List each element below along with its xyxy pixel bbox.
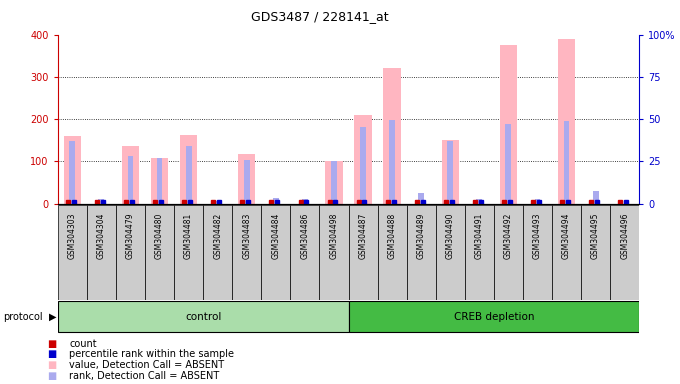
Text: GSM304487: GSM304487 — [358, 213, 367, 259]
Bar — [232, 205, 261, 300]
Bar — [320, 205, 348, 300]
Bar — [558, 39, 575, 204]
Bar — [505, 124, 511, 204]
Bar — [244, 160, 250, 204]
Bar — [384, 68, 401, 204]
Bar — [360, 127, 366, 204]
Text: control: control — [185, 312, 221, 322]
Bar — [534, 199, 541, 204]
Bar — [389, 120, 395, 204]
Text: GSM304482: GSM304482 — [214, 213, 222, 259]
Bar — [377, 205, 407, 300]
Text: ▶: ▶ — [49, 312, 56, 322]
Bar — [447, 141, 453, 204]
Bar — [477, 199, 482, 204]
Text: GDS3487 / 228141_at: GDS3487 / 228141_at — [251, 10, 388, 23]
Text: GSM304303: GSM304303 — [68, 213, 77, 260]
Bar — [465, 205, 494, 300]
Text: GSM304484: GSM304484 — [271, 213, 280, 259]
Bar — [69, 141, 75, 204]
Text: GSM304304: GSM304304 — [97, 213, 106, 260]
Text: GSM304489: GSM304489 — [417, 213, 426, 259]
Text: GSM304494: GSM304494 — [562, 213, 571, 260]
Bar — [261, 205, 290, 300]
Bar — [64, 136, 81, 204]
Text: GSM304486: GSM304486 — [301, 213, 309, 259]
Bar — [436, 205, 465, 300]
Bar — [407, 205, 436, 300]
Text: ■: ■ — [48, 349, 57, 359]
Text: ■: ■ — [48, 360, 57, 370]
Bar — [593, 191, 598, 204]
Bar — [128, 156, 133, 204]
Bar — [116, 205, 145, 300]
Bar — [441, 140, 459, 204]
Bar — [552, 205, 581, 300]
Bar — [174, 205, 203, 300]
Bar — [418, 192, 424, 204]
Bar — [325, 161, 343, 204]
Text: GSM304492: GSM304492 — [504, 213, 513, 259]
Bar — [151, 158, 168, 204]
Bar — [354, 115, 372, 204]
Bar — [348, 301, 639, 332]
Bar — [581, 205, 610, 300]
Bar — [523, 205, 552, 300]
Bar — [494, 205, 523, 300]
Bar — [273, 199, 279, 204]
Bar — [348, 205, 377, 300]
Bar — [500, 45, 517, 204]
Text: GSM304491: GSM304491 — [475, 213, 483, 259]
Text: GSM304498: GSM304498 — [330, 213, 339, 259]
Bar — [238, 154, 256, 204]
Text: value, Detection Call = ABSENT: value, Detection Call = ABSENT — [69, 360, 224, 370]
Bar — [58, 205, 87, 300]
Bar — [87, 205, 116, 300]
Text: GSM304481: GSM304481 — [184, 213, 193, 259]
Text: protocol: protocol — [3, 312, 43, 322]
Bar — [610, 205, 639, 300]
Bar — [99, 199, 104, 204]
Bar — [122, 147, 139, 204]
Bar — [290, 205, 320, 300]
Bar — [302, 199, 308, 204]
Text: percentile rank within the sample: percentile rank within the sample — [69, 349, 235, 359]
Text: GSM304490: GSM304490 — [446, 213, 455, 260]
Bar — [156, 158, 163, 204]
Text: GSM304480: GSM304480 — [155, 213, 164, 259]
Bar — [215, 200, 220, 204]
Text: ■: ■ — [48, 339, 57, 349]
Text: CREB depletion: CREB depletion — [454, 312, 534, 322]
Bar — [145, 205, 174, 300]
Text: GSM304493: GSM304493 — [533, 213, 542, 260]
Text: GSM304495: GSM304495 — [591, 213, 600, 260]
Text: count: count — [69, 339, 97, 349]
Bar — [203, 205, 232, 300]
Text: GSM304479: GSM304479 — [126, 213, 135, 260]
Bar — [58, 301, 348, 332]
Bar — [186, 147, 192, 204]
Text: GSM304488: GSM304488 — [388, 213, 396, 259]
Text: rank, Detection Call = ABSENT: rank, Detection Call = ABSENT — [69, 371, 220, 381]
Bar — [180, 135, 197, 204]
Bar — [331, 161, 337, 204]
Bar — [564, 121, 569, 204]
Text: GSM304496: GSM304496 — [620, 213, 629, 260]
Text: GSM304483: GSM304483 — [242, 213, 251, 259]
Text: ■: ■ — [48, 371, 57, 381]
